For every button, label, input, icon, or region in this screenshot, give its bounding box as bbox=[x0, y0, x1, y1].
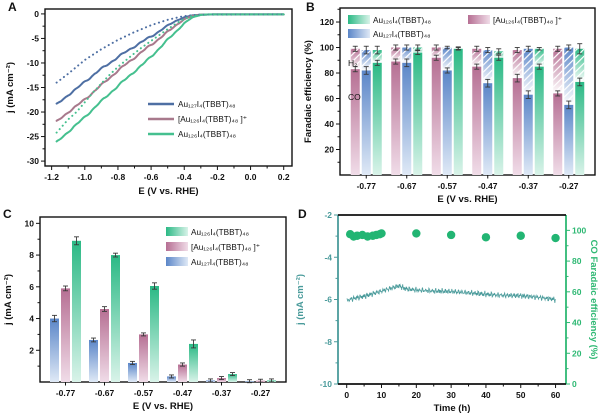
svg-text:8: 8 bbox=[29, 250, 34, 260]
svg-text:-5: -5 bbox=[31, 33, 39, 43]
svg-text:60: 60 bbox=[572, 287, 582, 297]
svg-text:20: 20 bbox=[325, 145, 335, 155]
svg-text:[Au₁₂₆I₄(TBBT)₄₈ ]⁺: [Au₁₂₆I₄(TBBT)₄₈ ]⁺ bbox=[191, 243, 260, 252]
svg-text:0: 0 bbox=[34, 9, 39, 19]
svg-text:-6: -6 bbox=[324, 295, 332, 305]
svg-text:100: 100 bbox=[320, 43, 334, 53]
svg-text:-0.57: -0.57 bbox=[438, 181, 458, 191]
svg-text:-1.2: -1.2 bbox=[44, 172, 59, 182]
svg-text:-10: -10 bbox=[320, 379, 333, 389]
svg-text:2: 2 bbox=[29, 345, 34, 355]
svg-text:80: 80 bbox=[325, 68, 335, 78]
svg-text:Au₁₂₆I₄(TBBT)₄₈: Au₁₂₆I₄(TBBT)₄₈ bbox=[373, 16, 431, 25]
svg-text:0.2: 0.2 bbox=[278, 172, 290, 182]
svg-text:Au₁₂₆I₄(TBBT)₄₈: Au₁₂₆I₄(TBBT)₄₈ bbox=[178, 130, 236, 139]
panel-b: B 20 40 60 80 100 120 -0.77 -0.67 -0.57 -0.47 -0.3… bbox=[300, 0, 600, 205]
svg-text:100: 100 bbox=[572, 225, 586, 235]
svg-text:-25: -25 bbox=[27, 132, 40, 142]
svg-text:Au₁₂₇I₄(TBBT)₄₈: Au₁₂₇I₄(TBBT)₄₈ bbox=[373, 30, 431, 39]
svg-text:E (V vs. RHE): E (V vs. RHE) bbox=[138, 186, 198, 197]
svg-text:-4: -4 bbox=[324, 252, 332, 262]
svg-text:CO: CO bbox=[348, 92, 361, 102]
svg-text:Au₁₂₇I₄(TBBT)₄₈: Au₁₂₇I₄(TBBT)₄₈ bbox=[191, 258, 249, 267]
svg-text:30: 30 bbox=[446, 390, 456, 400]
svg-text:-0.27: -0.27 bbox=[251, 388, 271, 398]
svg-text:50: 50 bbox=[516, 390, 526, 400]
svg-text:20: 20 bbox=[572, 348, 582, 358]
svg-text:Au₁₂₇I₄(TBBT)₄₈: Au₁₂₇I₄(TBBT)₄₈ bbox=[178, 100, 236, 109]
svg-text:0: 0 bbox=[344, 390, 349, 400]
svg-text:-0.57: -0.57 bbox=[134, 388, 154, 398]
svg-text:-30: -30 bbox=[27, 156, 40, 166]
svg-text:10: 10 bbox=[377, 390, 387, 400]
svg-text:0.0: 0.0 bbox=[245, 172, 257, 182]
svg-text:j (mA cm⁻²): j (mA cm⁻²) bbox=[5, 62, 16, 114]
svg-text:0: 0 bbox=[572, 379, 577, 389]
svg-text:-0.6: -0.6 bbox=[144, 172, 159, 182]
svg-text:-0.67: -0.67 bbox=[95, 388, 115, 398]
svg-text:80: 80 bbox=[572, 256, 582, 266]
svg-text:Faradaic efficiency (%): Faradaic efficiency (%) bbox=[303, 40, 314, 143]
svg-text:60: 60 bbox=[551, 390, 561, 400]
svg-text:Au₁₂₆I₄(TBBT)₄₈: Au₁₂₆I₄(TBBT)₄₈ bbox=[191, 228, 249, 237]
svg-text:-0.37: -0.37 bbox=[519, 181, 539, 191]
svg-text:120: 120 bbox=[320, 17, 334, 27]
svg-text:-0.47: -0.47 bbox=[478, 181, 498, 191]
svg-text:-10: -10 bbox=[27, 58, 40, 68]
svg-text:E (V vs. RHE): E (V vs. RHE) bbox=[437, 194, 497, 205]
svg-text:-0.67: -0.67 bbox=[397, 181, 417, 191]
svg-text:H₂: H₂ bbox=[348, 58, 357, 68]
panel-c-chart: 2 4 6 8 10 -0.77 -0.67 -0.57 -0.47 -0.37 -0.27 E (V… bbox=[3, 216, 287, 412]
svg-text:-0.2: -0.2 bbox=[210, 172, 225, 182]
svg-text:-0.47: -0.47 bbox=[173, 388, 193, 398]
svg-text:10: 10 bbox=[25, 218, 35, 228]
svg-text:-8: -8 bbox=[324, 337, 332, 347]
svg-text:-2: -2 bbox=[324, 210, 332, 220]
svg-text:-0.27: -0.27 bbox=[559, 181, 579, 191]
svg-text:j (mA cm⁻²): j (mA cm⁻²) bbox=[3, 274, 14, 326]
svg-text:-0.8: -0.8 bbox=[111, 172, 126, 182]
panel-b-chart: 20 40 60 80 100 120 -0.77 -0.67 -0.57 -0.47 -0.37 -… bbox=[303, 7, 596, 205]
svg-text:40: 40 bbox=[572, 318, 582, 328]
svg-text:E (V vs. RHE): E (V vs. RHE) bbox=[133, 401, 193, 412]
svg-text:[Au₁₂₆I₄(TBBT)₄₈ ]⁺: [Au₁₂₆I₄(TBBT)₄₈ ]⁺ bbox=[493, 16, 562, 25]
svg-text:40: 40 bbox=[325, 119, 335, 129]
svg-text:-0.4: -0.4 bbox=[177, 172, 192, 182]
svg-text:-15: -15 bbox=[27, 83, 40, 93]
panel-d: D -10 -8 -6 -4 -2 0 20 40 60 80 100 0 10 20 30 40 50 60 Ti… bbox=[290, 205, 600, 417]
svg-text:60: 60 bbox=[325, 94, 335, 104]
panel-a-chart: -1.2 -1.0 -0.8 -0.6 -0.4 -0.2 0.0 0.2 0 -5 -10 -15 -… bbox=[5, 8, 293, 197]
panel-c: C 2 4 6 8 10 -0.77 -0.67 -0.57 -0.47 -0.37 -0.27 E … bbox=[0, 205, 290, 417]
svg-text:-20: -20 bbox=[27, 107, 40, 117]
svg-text:20: 20 bbox=[412, 390, 422, 400]
svg-text:-0.77: -0.77 bbox=[357, 181, 377, 191]
svg-text:-0.77: -0.77 bbox=[56, 388, 76, 398]
svg-text:-1.0: -1.0 bbox=[77, 172, 92, 182]
svg-text:[Au₁₂₆I₄(TBBT)₄₈ ]⁺: [Au₁₂₆I₄(TBBT)₄₈ ]⁺ bbox=[178, 115, 247, 124]
svg-text:6: 6 bbox=[29, 282, 34, 292]
svg-text:-0.37: -0.37 bbox=[212, 388, 232, 398]
panel-c-label: C bbox=[3, 207, 12, 221]
svg-text:Time (h): Time (h) bbox=[434, 403, 471, 414]
panel-a: A -1.2 -1.0 -0.8 -0.6 -0.4 -0.2 0.0 0.2 0 -5 -10 -1… bbox=[0, 0, 300, 205]
panel-d-chart: -10 -8 -6 -4 -2 0 20 40 60 80 100 0 10 20 30 40 50 60 Time… bbox=[295, 210, 599, 414]
panel-a-label: A bbox=[8, 0, 17, 14]
svg-text:40: 40 bbox=[481, 390, 491, 400]
svg-text:4: 4 bbox=[29, 314, 34, 324]
svg-text:j (mA cm⁻²): j (mA cm⁻²) bbox=[295, 274, 306, 326]
panel-d-label: D bbox=[298, 207, 307, 221]
panel-b-label: B bbox=[306, 0, 315, 14]
svg-text:CO Faradaic efficiency (%): CO Faradaic efficiency (%) bbox=[588, 240, 599, 360]
